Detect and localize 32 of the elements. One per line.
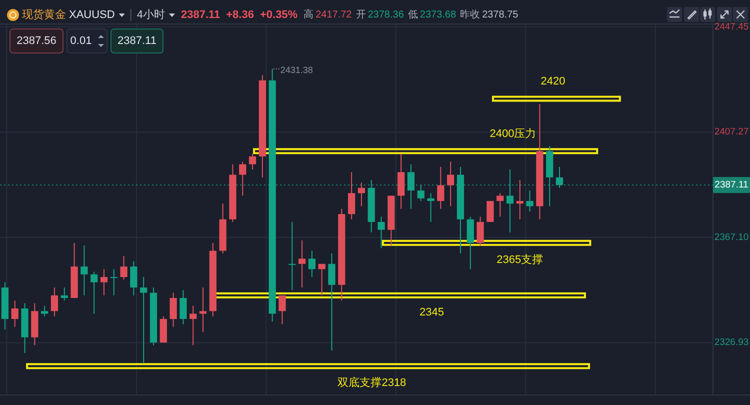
ref-line-label: 双底支撑2318 (338, 376, 406, 390)
text: +0.35% (260, 9, 298, 21)
text: 2373.68 (420, 10, 456, 20)
ref-line-label: 2420 (540, 76, 566, 88)
ref-line-label: 2387.11 (714, 179, 748, 190)
text: 高 (304, 10, 314, 20)
text: 2417.72 (316, 10, 352, 20)
text: 2387.11 (180, 9, 220, 21)
text: 2378.36 (368, 10, 404, 20)
text: 开 (356, 10, 366, 20)
y-tick-label: 2326.93 (714, 337, 749, 348)
y-tick-label: 2407.27 (714, 126, 749, 138)
y-tick-label: 2447.45 (714, 21, 749, 32)
annotation: 2387.56 (16, 35, 56, 47)
annotation: 2387.11 (118, 35, 156, 47)
annotation: 0.01 (70, 35, 92, 47)
chart-subtitle: XAUUSD (69, 9, 115, 21)
text: 低 (408, 10, 418, 20)
y-tick-label: 2367.10 (714, 232, 749, 243)
ref-line-label: 2400压力 (490, 127, 536, 140)
control: 0.01 (66, 28, 108, 54)
text: 2378.75 (482, 10, 518, 20)
text: +8.36 (226, 9, 254, 21)
annotation: 2431.38 (272, 64, 313, 75)
ref-line-label: 2365支撑 (496, 252, 544, 266)
control: 2387.11 (110, 28, 164, 54)
ref-line-label: 2345 (420, 306, 444, 318)
text: 4小时 (136, 9, 165, 21)
annotation: 2431.38 (280, 64, 313, 75)
chart-title: 现货黄金 (22, 8, 66, 21)
text: 昨收 (460, 10, 480, 20)
control: 2387.56 (10, 28, 64, 54)
